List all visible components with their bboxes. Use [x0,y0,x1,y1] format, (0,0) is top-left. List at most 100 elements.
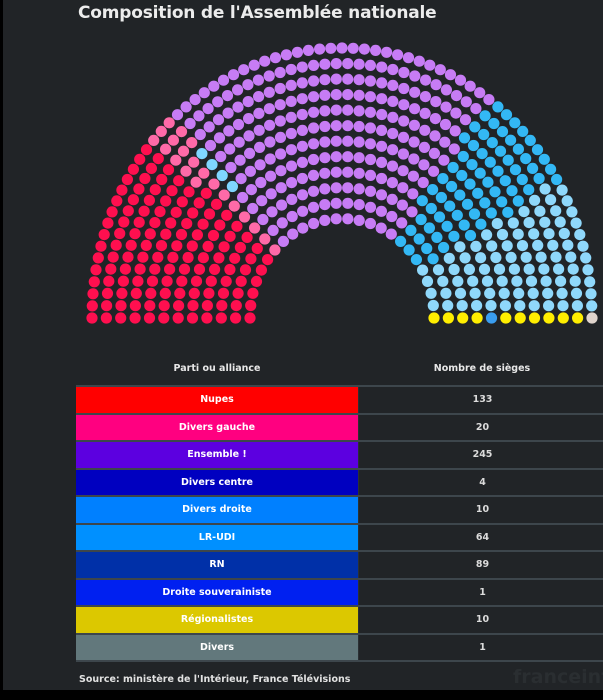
seat-dot [485,312,498,324]
seat-dot [202,103,214,115]
seat-dot [496,228,509,241]
seat-dot [403,244,415,256]
seat-dot [410,254,422,266]
seat-dot [119,263,131,275]
seat-dot [158,312,170,324]
seat-dot [421,242,433,255]
seat-dot [319,183,331,195]
seat-dot [427,299,439,312]
seat-dot [476,148,488,160]
seat-dot [449,125,461,137]
seat-dot [499,300,511,312]
seat-dot [302,44,314,57]
seat-dot [217,74,230,86]
seat-dot [202,240,214,252]
seat-dot [402,52,415,64]
seat-dot [466,159,478,171]
seat-dot [172,312,184,324]
seat-dot [439,136,451,148]
seat-dot [509,117,521,129]
seat-dot [502,154,514,166]
seat-dot [267,224,279,236]
seat-dot [235,275,247,287]
seats-cell: 133 [358,387,603,413]
seat-dot [456,169,468,182]
seat-dot [88,276,100,288]
seat-dot [538,153,550,165]
seat-dot [386,160,399,172]
seat-dot [490,251,502,264]
seat-dot [392,49,404,61]
seat-dot [376,124,388,136]
seat-dot [419,91,431,103]
seat-dot [276,217,288,229]
seat-dot [203,287,215,299]
seat-dot [364,106,376,118]
seat-dot [531,144,544,156]
seat-dot [458,219,470,231]
seat-dot [276,199,288,211]
seat-dot [285,160,298,172]
seat-dot [173,175,185,187]
seat-dot [375,189,388,201]
seat-dot [170,206,182,218]
seat-dot [224,143,236,155]
seat-dot [167,251,179,263]
seat-dot [342,166,354,178]
table-row: Régionalistes 10 [76,605,603,633]
seat-dot [154,206,166,218]
seat-dot [523,217,535,229]
seat-dot [266,206,278,218]
party-cell: Droite souverainiste [76,579,358,605]
seat-dot [514,312,526,324]
seat-dot [221,209,233,221]
seat-dot [448,230,460,242]
seat-dot [138,205,150,217]
seat-dot [440,287,452,299]
seat-dot [308,106,320,118]
seat-dot [231,220,243,232]
seat-dot [171,109,184,121]
seat-dot [296,140,308,152]
seat-dot [167,134,179,146]
seat-dot [250,275,263,287]
seat-dot [254,159,266,171]
seat-dot [205,275,217,287]
seat-dot [244,165,256,177]
seat-dot [145,162,157,174]
seat-dot [488,117,500,130]
seat-dot [103,275,115,287]
seat-dot [232,101,244,113]
seat-dot [86,300,98,312]
seat-dot [330,58,342,70]
seat-dot [206,159,218,171]
seat-dot [450,107,462,119]
seat-dot [129,228,141,240]
seat-dot [143,312,156,324]
seat-dot [117,275,129,287]
seat-dot [417,176,429,189]
seat-dot [159,287,171,299]
seat-dot [409,86,421,98]
seat-dot [319,214,331,226]
seat-dot [427,184,439,196]
seat-dot [533,172,545,185]
seat-dot [218,241,230,253]
seat-dot [178,263,191,275]
seat-dot [353,199,365,211]
seat-dot [447,161,459,174]
seat-dot [255,264,267,276]
seat-dot [439,118,452,131]
seat-dot [528,300,540,312]
seat-dot [263,103,275,115]
seat-dot [296,77,308,89]
seat-dot [330,120,342,132]
seat-dot [532,239,544,251]
seat-dot [285,63,297,76]
seat-dot [474,87,486,99]
seat-dot [498,287,510,299]
seat-dot [263,70,275,82]
seat-dot [245,253,257,265]
seat-dot [264,136,276,148]
seat-dot [376,61,388,73]
